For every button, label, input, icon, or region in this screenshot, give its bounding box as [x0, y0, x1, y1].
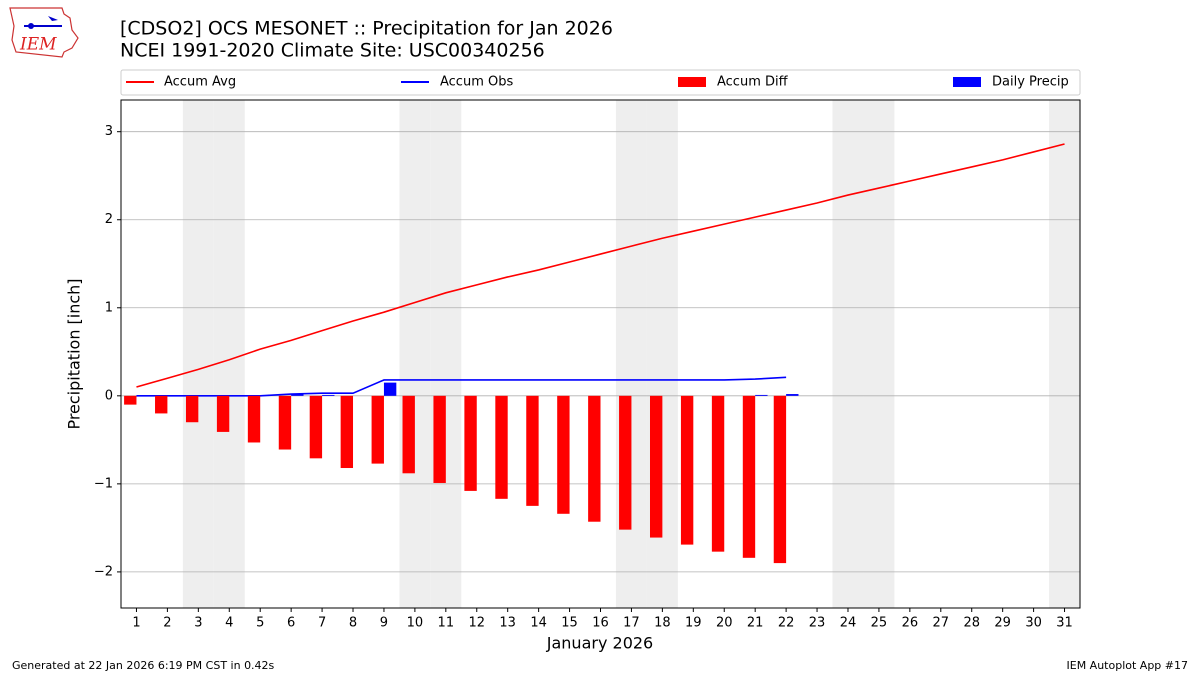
bar	[588, 395, 601, 522]
x-tick-label: 26	[902, 616, 919, 631]
x-tick-label: 15	[561, 616, 578, 631]
bar	[402, 395, 415, 474]
bar	[247, 395, 261, 443]
legend-swatch	[953, 77, 981, 87]
weekend-shade	[1049, 100, 1080, 608]
x-tick-label: 8	[349, 616, 357, 631]
bar	[340, 395, 354, 469]
x-tick-label: 31	[1056, 616, 1073, 631]
y-tick-label: 0	[105, 388, 113, 403]
bar	[309, 395, 323, 459]
logo-text: IEM	[19, 35, 57, 55]
bar	[464, 395, 477, 491]
bar	[680, 395, 694, 545]
x-tick-label: 16	[592, 616, 609, 631]
weekend-shade	[399, 100, 431, 608]
legend-label: Accum Avg	[164, 75, 236, 90]
x-tick-label: 6	[287, 616, 295, 631]
y-tick-label: −2	[94, 564, 113, 579]
x-tick-label: 17	[623, 616, 640, 631]
x-tick-label: 24	[840, 616, 857, 631]
x-tick-label: 14	[530, 616, 547, 631]
x-tick-label: 23	[809, 616, 826, 631]
bar	[322, 394, 335, 396]
bar	[124, 395, 137, 405]
x-tick-label: 28	[963, 616, 980, 631]
x-tick-label: 30	[1025, 616, 1042, 631]
logo-outline	[9, 7, 79, 58]
bar	[786, 394, 799, 396]
x-tick-label: 25	[871, 616, 888, 631]
bar	[433, 395, 446, 483]
bar	[495, 395, 508, 499]
x-tick-label: 21	[747, 616, 764, 631]
weekend-shade	[832, 100, 864, 608]
bar	[291, 394, 304, 396]
bar	[619, 395, 632, 530]
bar	[773, 395, 787, 564]
y-tick-label: 3	[105, 124, 113, 139]
bar	[383, 382, 397, 396]
bar	[711, 395, 725, 552]
x-tick-label: 29	[994, 616, 1011, 631]
footer-right: IEM Autoplot App #17	[1067, 659, 1189, 672]
logo-mark	[48, 16, 58, 21]
x-tick-label: 9	[380, 616, 388, 631]
x-tick-label: 20	[716, 616, 733, 631]
weekend-shade	[430, 100, 462, 608]
bar	[278, 395, 292, 450]
bar	[755, 394, 768, 396]
y-axis-label: Precipitation [inch]	[65, 278, 84, 429]
x-tick-label: 11	[438, 616, 455, 631]
weekend-shade	[213, 100, 245, 608]
x-tick-label: 18	[654, 616, 671, 631]
x-tick-label: 4	[225, 616, 233, 631]
legend-label: Daily Precip	[992, 75, 1069, 90]
legend-swatch	[678, 77, 706, 87]
y-tick-label: 1	[105, 300, 113, 315]
bar	[742, 395, 756, 558]
bar	[216, 395, 230, 432]
chart-title: [CDSO2] OCS MESONET :: Precipitation for…	[120, 18, 613, 40]
line	[136, 376, 787, 397]
plot-frame	[120, 99, 1081, 609]
legend-label: Accum Obs	[440, 75, 513, 90]
bar	[557, 395, 570, 514]
chart-subtitle: NCEI 1991-2020 Climate Site: USC00340256	[120, 40, 545, 62]
bar	[155, 395, 168, 414]
x-axis-label: January 2026	[546, 634, 653, 653]
x-tick-label: 5	[256, 616, 264, 631]
bar	[649, 395, 663, 538]
x-tick-label: 27	[933, 616, 950, 631]
bar	[526, 395, 539, 506]
legend-label: Accum Diff	[717, 75, 789, 90]
line	[136, 143, 1065, 388]
legend-box	[120, 69, 1081, 96]
x-tick-label: 13	[499, 616, 516, 631]
bar	[185, 395, 199, 423]
weekend-shade	[615, 100, 647, 608]
footer-left: Generated at 22 Jan 2026 6:19 PM CST in …	[12, 659, 275, 672]
bar	[371, 395, 384, 464]
x-tick-label: 1	[132, 616, 140, 631]
weekend-shade	[182, 100, 214, 608]
x-tick-label: 22	[778, 616, 795, 631]
y-tick-label: −1	[94, 476, 113, 491]
logo: IEM	[9, 7, 79, 58]
x-tick-label: 19	[685, 616, 702, 631]
y-tick-label: 2	[105, 212, 113, 227]
x-tick-label: 10	[407, 616, 424, 631]
x-tick-label: 2	[163, 616, 171, 631]
logo-dot	[28, 23, 34, 29]
x-tick-label: 7	[318, 616, 326, 631]
x-tick-label: 12	[468, 616, 485, 631]
weekend-shade	[863, 100, 895, 608]
x-tick-label: 3	[194, 616, 202, 631]
